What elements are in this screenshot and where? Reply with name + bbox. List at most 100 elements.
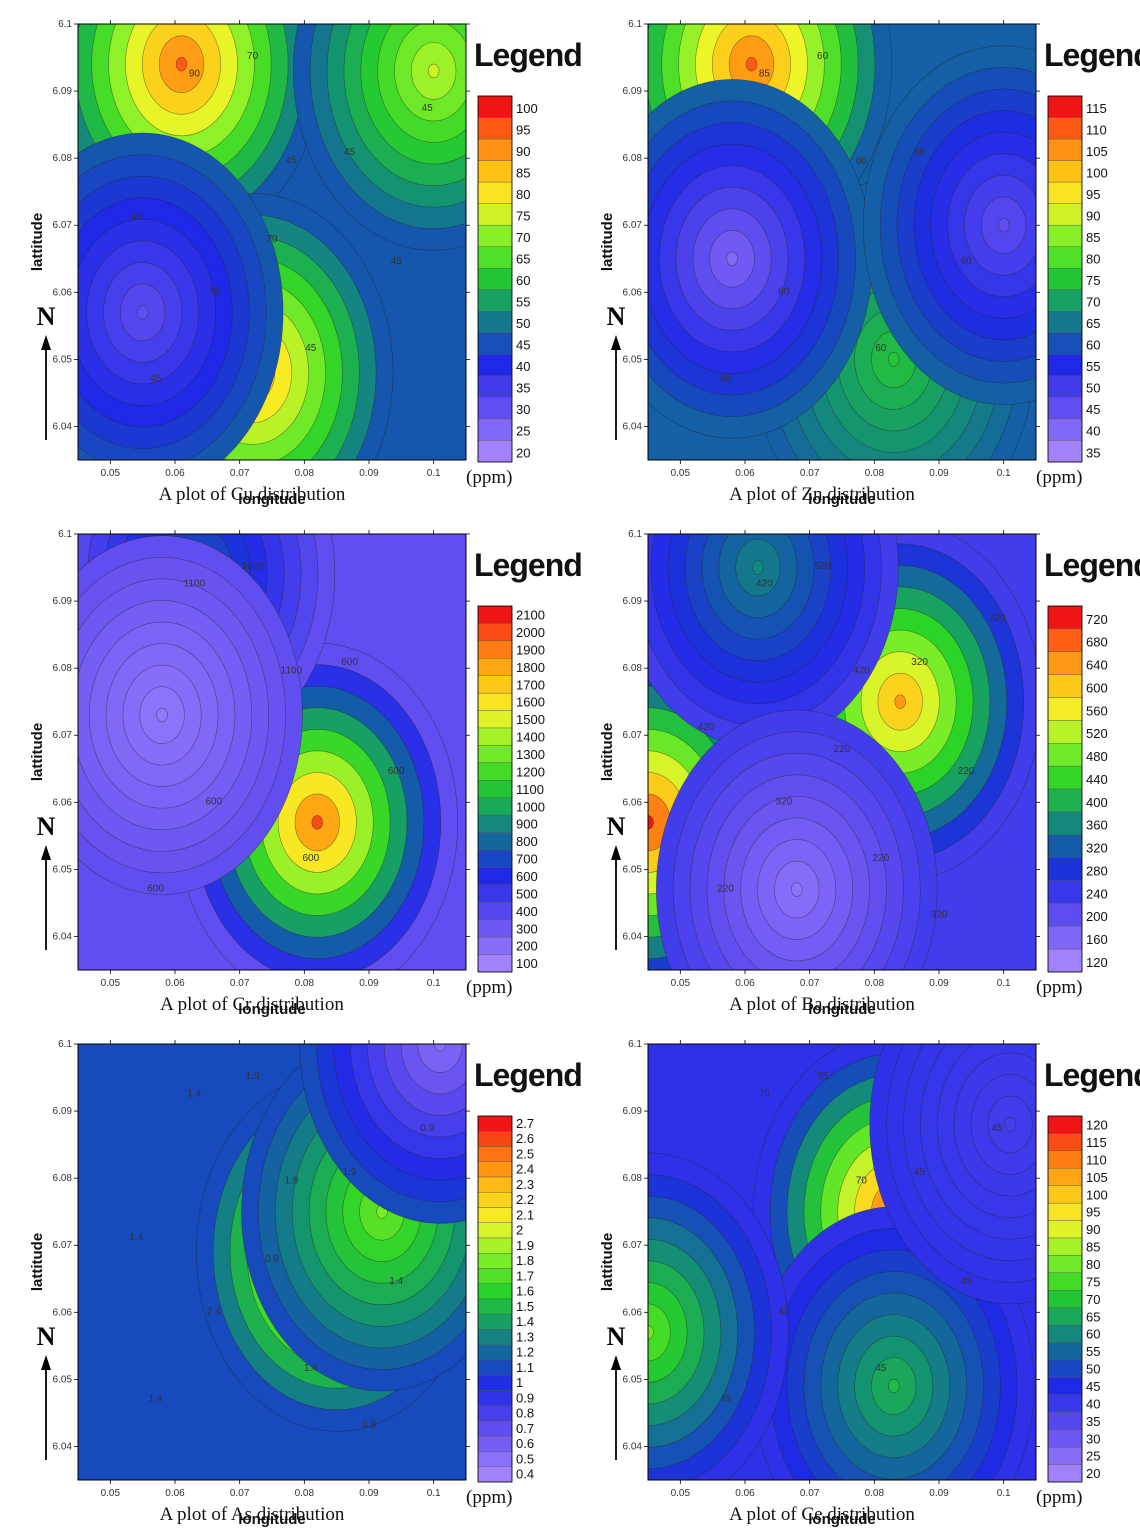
y-tick-label: 6.06: [53, 797, 73, 808]
contour-label: 45: [305, 343, 317, 354]
legend-value: 1.9: [516, 1238, 534, 1253]
north-label: N: [37, 812, 56, 841]
legend-value: 80: [1086, 1257, 1100, 1272]
legend-swatch: [1047, 674, 1083, 698]
contour-band: [791, 882, 803, 897]
unit-label: (ppm): [1036, 467, 1082, 488]
legend-swatch: [477, 692, 513, 711]
legend-value: 65: [1086, 316, 1100, 331]
legend-value: 75: [1086, 1274, 1100, 1289]
legend-swatch: [477, 1207, 513, 1223]
legend-value: 1900: [516, 642, 545, 657]
contour-band: [997, 218, 1010, 233]
x-tick-label: 0.1: [427, 468, 441, 479]
legend-value: 2.2: [516, 1192, 534, 1207]
y-tick-label: 6.08: [623, 1173, 643, 1184]
legend-swatch: [1047, 880, 1083, 904]
contour-label: 45: [286, 156, 298, 167]
y-axis-label: lattitude: [599, 723, 616, 781]
legend-value: 100: [1086, 165, 1108, 180]
north-label: N: [607, 1322, 626, 1351]
x-tick-label: 0.07: [800, 978, 820, 989]
legend-value: 35: [1086, 1414, 1100, 1429]
legend-swatch: [1047, 1429, 1083, 1448]
y-tick-label: 6.1: [628, 529, 642, 540]
x-tick-label: 0.05: [671, 1488, 691, 1499]
legend-value: 90: [1086, 1222, 1100, 1237]
legend-value: 500: [516, 886, 538, 901]
legend-title: Legend: [1044, 547, 1140, 583]
contour-label: 45: [150, 374, 162, 385]
contour-chart: 85 60 60 60 60 60 60 60 0.05 0.06 0.07 0.08 0.09 0.1 6…: [599, 19, 1140, 508]
chart-caption: A plot of Ba distribution: [729, 994, 915, 1015]
legend-value: 80: [1086, 251, 1100, 266]
legend-swatch: [477, 117, 513, 140]
legend-value: 105: [1086, 1170, 1108, 1185]
legend-swatch: [1047, 332, 1083, 355]
contour-band: [417, 1044, 463, 1073]
legend-swatch: [477, 418, 513, 441]
contour-label: 420: [698, 722, 715, 733]
legend-title: Legend: [474, 547, 582, 583]
y-tick-label: 6.06: [53, 1307, 73, 1318]
contour-label: 600: [302, 853, 319, 864]
legend-value: 400: [516, 904, 538, 919]
legend-swatch: [477, 745, 513, 764]
legend-value: 1300: [516, 747, 545, 762]
contour-label: 45: [778, 1306, 790, 1317]
legend-swatch: [477, 246, 513, 269]
legend-value: 680: [1086, 635, 1108, 650]
y-tick-label: 6.06: [53, 287, 73, 298]
unit-label: (ppm): [1036, 977, 1082, 998]
unit-label: (ppm): [1036, 1487, 1082, 1508]
legend-swatch: [1047, 720, 1083, 744]
y-tick-label: 6.05: [623, 354, 643, 365]
legend-swatch: [477, 849, 513, 868]
legend-swatch: [477, 332, 513, 355]
contour-label: 220: [989, 613, 1006, 624]
legend-value: 25: [516, 424, 530, 439]
legend-swatch: [1047, 1185, 1083, 1204]
legend-value: 1.1: [516, 1360, 534, 1375]
contour-band: [648, 1303, 671, 1362]
contour-label: 0.9: [420, 1123, 434, 1134]
legend-swatch: [477, 440, 513, 463]
legend-value: 2.5: [516, 1146, 534, 1161]
x-tick-label: 0.1: [997, 978, 1011, 989]
legend-value: 520: [1086, 726, 1108, 741]
legend-swatch: [1047, 811, 1083, 835]
legend-swatch: [477, 375, 513, 398]
contour-label: 85: [759, 68, 771, 79]
contour-label: 60: [778, 286, 790, 297]
legend-value: 50: [1086, 381, 1100, 396]
legend-value: 100: [516, 101, 538, 116]
legend-value: 90: [516, 144, 530, 159]
y-tick-label: 6.1: [628, 1039, 642, 1050]
legend-swatch: [477, 640, 513, 659]
legend-value: 560: [1086, 703, 1108, 718]
legend-swatch: [1047, 765, 1083, 790]
legend-swatch: [1047, 1342, 1083, 1361]
contour-label: 45: [391, 256, 403, 267]
contour-label: 45: [992, 1123, 1004, 1134]
legend-swatch: [477, 354, 513, 377]
legend-swatch: [1047, 1324, 1083, 1343]
contour-field: [78, 24, 466, 460]
contour-label: 600: [147, 884, 164, 895]
legend-swatch: [477, 1451, 513, 1467]
contour-panel: 1.4 1.9 1.9 1.9 2.4 1.4 1.4 1.4 0.9 0.9 1.4 0.9 0.05…: [0, 1020, 583, 1530]
legend-value: 1000: [516, 799, 545, 814]
y-tick-label: 6.06: [623, 797, 643, 808]
legend-swatch: [1047, 926, 1083, 950]
legend-swatch: [477, 1436, 513, 1452]
legend-swatch: [477, 397, 513, 420]
x-tick-label: 0.1: [997, 468, 1011, 479]
legend-swatch: [1047, 1290, 1083, 1308]
north-arrow-icon: [41, 335, 51, 440]
legend-value: 90: [1086, 208, 1100, 223]
x-tick-label: 0.09: [929, 468, 949, 479]
legend-value: 400: [1086, 795, 1108, 810]
x-tick-label: 0.06: [165, 1488, 185, 1499]
y-tick-label: 6.04: [53, 1441, 73, 1452]
legend-value: 40: [1086, 424, 1100, 439]
